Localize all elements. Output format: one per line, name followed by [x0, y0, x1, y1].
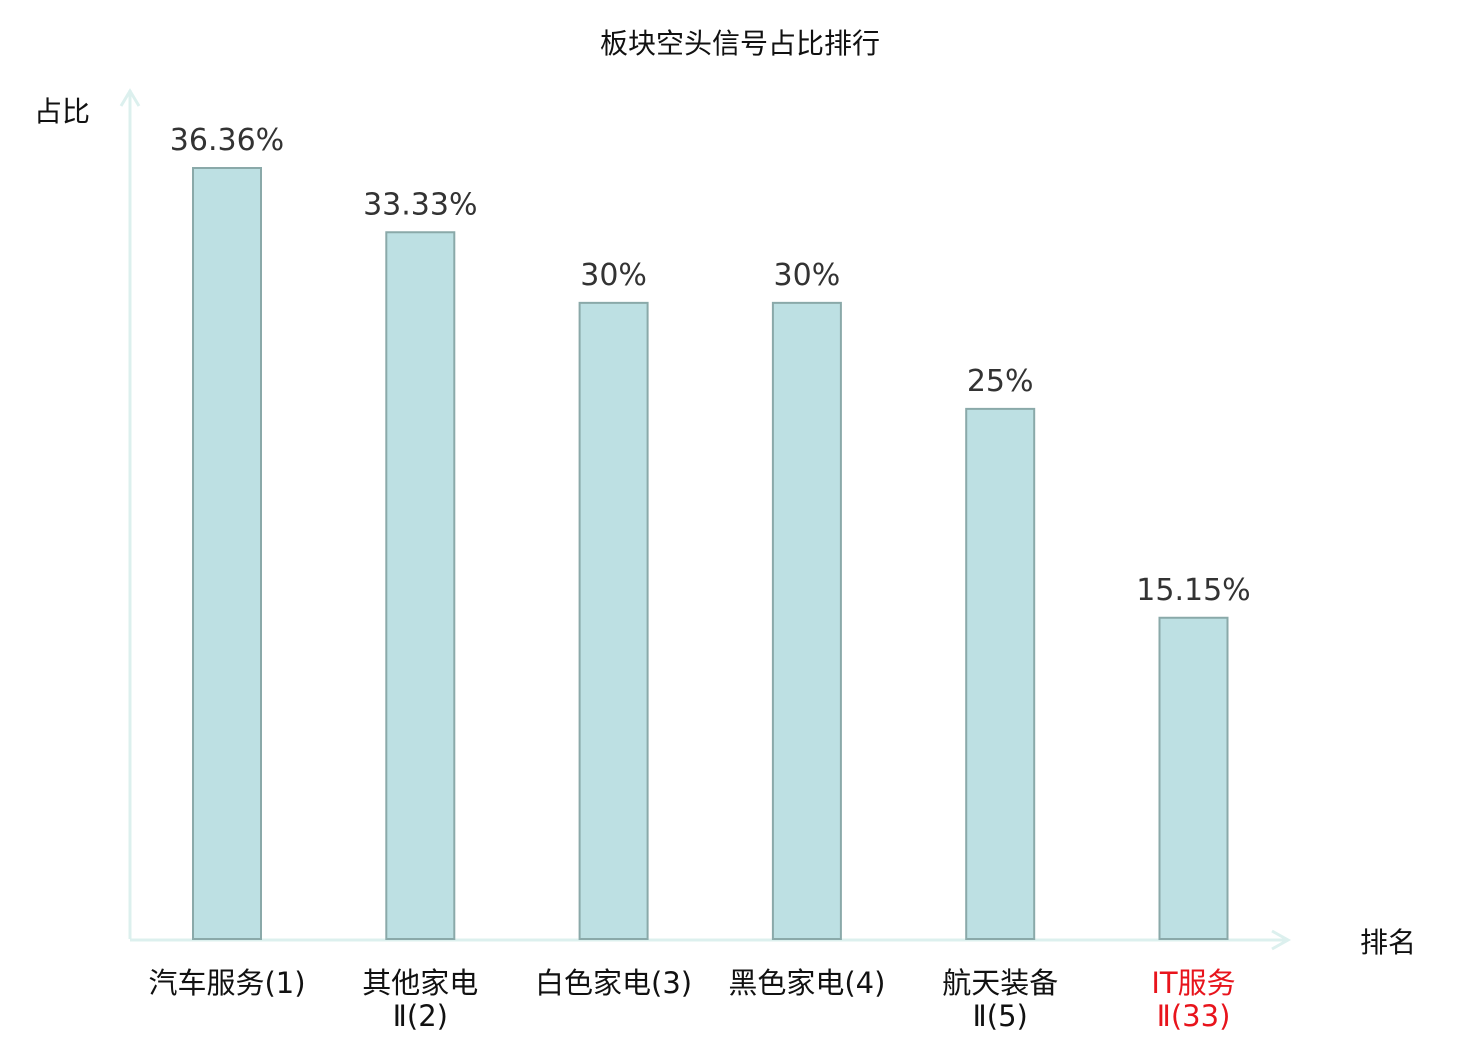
bar	[965, 407, 1036, 941]
category-label-line: Ⅱ(33)	[1157, 999, 1231, 1033]
category-label: 航天装备 Ⅱ(5)	[942, 966, 1058, 1033]
chart-title: 板块空头信号占比排行	[600, 27, 880, 60]
bar	[771, 301, 842, 940]
category-label-line: Ⅱ(5)	[973, 999, 1028, 1033]
bar	[385, 231, 456, 940]
category-label-line: IT服务	[1151, 966, 1235, 1000]
category-label-line: 其他家电	[362, 966, 478, 1000]
data-label: 36.36%	[170, 123, 284, 158]
data-label: 33.33%	[363, 187, 477, 222]
category-label-line: Ⅱ(2)	[393, 999, 448, 1033]
category-label: 黑色家电(4)	[728, 966, 885, 1000]
data-label: 15.15%	[1136, 573, 1250, 608]
category-label: IT服务 Ⅱ(33)	[1151, 966, 1235, 1033]
bar	[192, 167, 262, 940]
bar	[1158, 616, 1229, 940]
x-axis-arrow	[1271, 929, 1292, 951]
x-axis-label: 排名	[1360, 926, 1416, 959]
y-axis-arrow	[119, 88, 141, 107]
category-label-line: 航天装备	[942, 966, 1058, 1000]
data-label: 25%	[967, 364, 1034, 399]
bar	[578, 301, 649, 940]
y-axis-label: 占比	[34, 95, 90, 128]
data-label: 30%	[774, 258, 841, 293]
category-label: 白色家电(3)	[535, 966, 692, 1000]
category-label: 其他家电 Ⅱ(2)	[362, 966, 478, 1033]
category-label: 汽车服务(1)	[148, 966, 305, 1000]
data-label: 30%	[580, 258, 647, 293]
